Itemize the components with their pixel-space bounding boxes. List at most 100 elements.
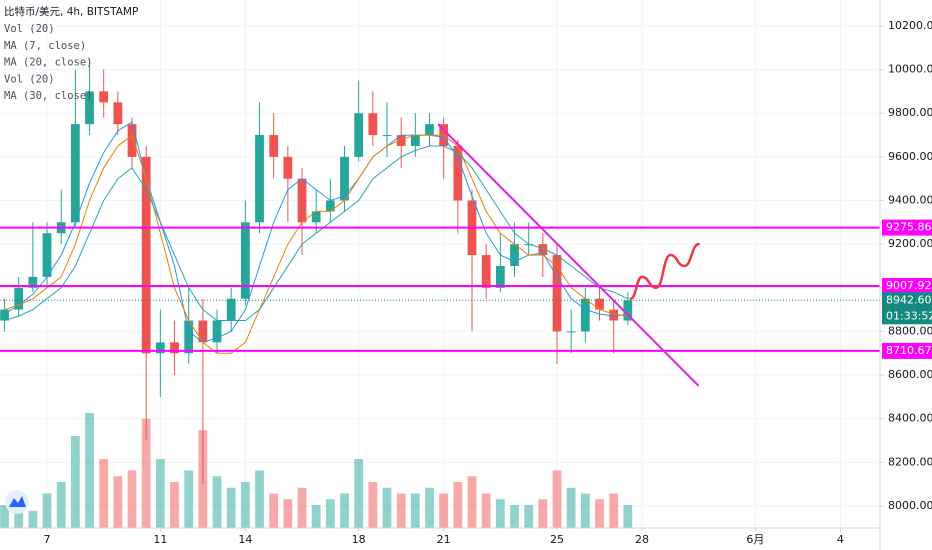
volume-bar	[170, 482, 179, 528]
chart-title: 比特币/美元, 4h, BITSTAMP	[4, 5, 138, 18]
x-tick-label: 4	[837, 533, 844, 546]
volume-bar	[42, 493, 52, 528]
candle-body	[623, 300, 633, 321]
candle-body	[510, 244, 519, 266]
plot	[0, 58, 880, 485]
volume-bar	[255, 470, 264, 528]
x-tick-label: 14	[238, 533, 252, 546]
x-tick-label: 21	[437, 533, 451, 546]
volume-bar	[70, 436, 80, 528]
volume-bar	[609, 493, 619, 528]
countdown: 01:33:52	[886, 309, 932, 322]
volume-bar	[141, 418, 151, 528]
x-tick-label: 11	[153, 533, 167, 546]
ma-line	[4, 134, 628, 354]
legend-entry: Vol (20)	[4, 23, 55, 35]
volume-bar	[85, 413, 94, 528]
volume-bar	[495, 499, 505, 528]
y-tick-label: 8800.00	[888, 324, 932, 337]
legend: 比特币/美元, 4h, BITSTAMP Vol (20) MA (7, clos…	[4, 5, 138, 102]
volume-bar	[439, 493, 449, 528]
level-label: 9007.92	[886, 279, 932, 292]
volume-bar	[311, 505, 321, 528]
volume-bar	[297, 487, 307, 528]
volume-bar	[127, 470, 137, 528]
candle-body	[85, 91, 94, 125]
ma-line	[4, 121, 628, 343]
volume-bar	[467, 476, 477, 528]
volume-bar	[396, 493, 406, 528]
x-tick-label: 18	[352, 533, 366, 546]
candle-body	[28, 276, 38, 288]
logo-icon	[9, 496, 26, 507]
candle-body	[325, 200, 335, 212]
y-tick-label: 9400.00	[888, 194, 932, 207]
y-tick-label: 10000.00	[888, 63, 932, 76]
y-tick-label: 10200.00	[888, 19, 932, 32]
y-tick-label: 8600.00	[888, 368, 932, 381]
legend-entry: Vol (20)	[4, 73, 55, 85]
candle-body	[495, 265, 505, 288]
projection-curve	[629, 242, 700, 300]
candle-body	[297, 178, 307, 223]
candle-body	[552, 255, 562, 332]
last-price-box	[882, 292, 932, 325]
x-tick-label: 7	[44, 533, 51, 546]
candle-body	[170, 342, 179, 354]
y-tick-label: 8200.00	[888, 455, 932, 468]
level-label: 8710.67	[886, 344, 932, 357]
candle-body	[580, 298, 590, 332]
candle-body	[481, 255, 491, 288]
y-tick-label: 9800.00	[888, 106, 932, 119]
volume-bar	[0, 505, 9, 528]
y-tick-label: 8000.00	[888, 499, 932, 512]
volume-bar	[481, 493, 491, 528]
volume-bar	[28, 510, 38, 528]
volume-bar	[354, 459, 364, 528]
x-tick-label: 28	[635, 533, 649, 546]
volume-bar	[524, 505, 534, 528]
candle-body	[226, 298, 236, 321]
level-label-box	[882, 278, 932, 295]
trend-line	[437, 123, 700, 387]
volume-bar	[340, 493, 349, 528]
candle-body	[311, 211, 321, 223]
volume-bar	[552, 470, 562, 528]
volume-bar	[580, 493, 590, 528]
candle-body	[382, 135, 392, 137]
candle-body	[269, 135, 279, 157]
candle-body	[595, 298, 604, 310]
ma-line	[4, 145, 629, 321]
legend-entry: MA (20, close)	[4, 57, 93, 69]
candle-body	[14, 287, 24, 310]
candle-body	[127, 124, 137, 157]
candle-body	[99, 91, 109, 103]
x-tick-label: 25	[550, 533, 564, 546]
legend-entry: MA (30, close)	[4, 90, 93, 102]
candle-body	[609, 309, 619, 321]
candle-body	[113, 102, 123, 125]
candle-body	[283, 156, 293, 179]
candle-body	[70, 124, 80, 223]
level-label: 9275.86	[886, 221, 932, 234]
candle-body	[410, 135, 420, 146]
candle-body	[42, 233, 52, 277]
y-tick-label: 9600.00	[888, 150, 932, 163]
volume-bar	[283, 499, 293, 528]
volume-bar	[510, 505, 519, 528]
candle-body	[198, 320, 208, 343]
candle-body	[538, 244, 548, 256]
level-label-box	[882, 219, 932, 236]
level-label-box	[882, 342, 932, 359]
volume-bar	[410, 493, 420, 528]
logo[interactable]	[5, 490, 29, 514]
volume-bar	[453, 482, 463, 528]
candle-body	[0, 309, 9, 321]
candle-body	[340, 156, 349, 201]
candle-body	[425, 124, 434, 136]
volume-bar	[368, 482, 378, 528]
volume-bar	[595, 499, 604, 528]
volume-bar	[425, 487, 434, 528]
last-price-label: 8942.60	[886, 293, 932, 306]
